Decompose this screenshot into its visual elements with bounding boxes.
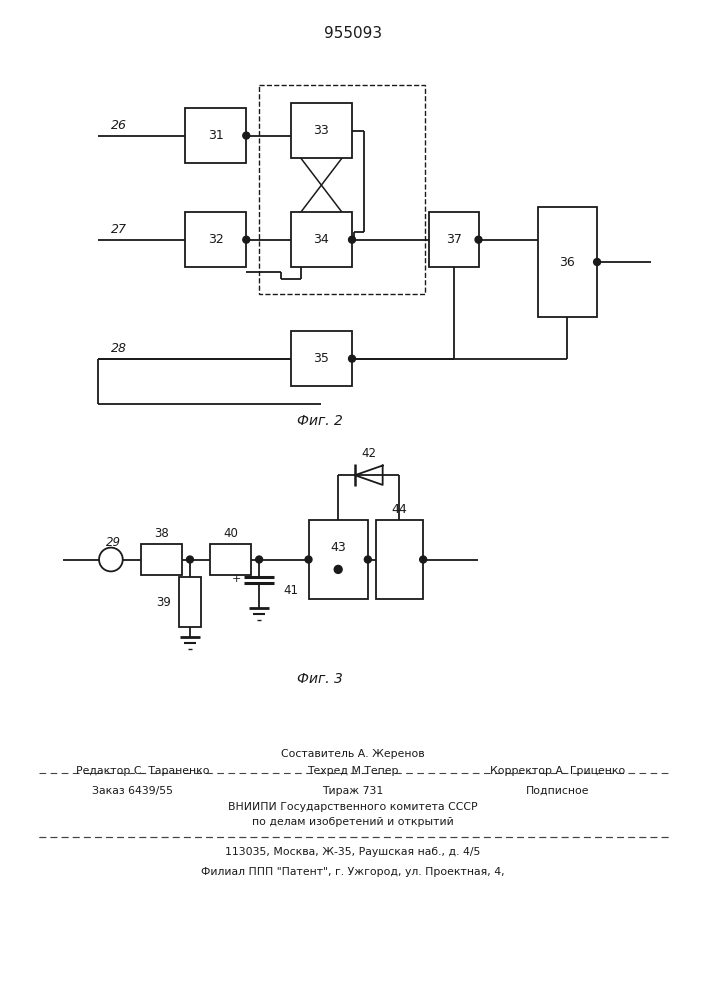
Bar [291,331,352,386]
Text: 33: 33 [313,124,329,137]
Text: 36: 36 [559,255,575,268]
Circle shape [243,132,250,139]
Text: 955093: 955093 [324,26,382,41]
Bar [375,520,423,599]
Text: Фиг. 2: Фиг. 2 [298,414,344,428]
Bar [259,85,425,294]
Text: 39: 39 [156,596,171,609]
Text: 29: 29 [106,536,121,549]
Bar [141,544,182,575]
Bar [429,212,479,267]
Bar [210,544,251,575]
Text: Филиал ППП "Патент", г. Ужгород, ул. Проектная, 4,: Филиал ППП "Патент", г. Ужгород, ул. Про… [201,867,505,877]
Text: по делам изобретений и открытий: по делам изобретений и открытий [252,817,454,827]
Circle shape [364,556,371,563]
Bar [308,520,368,599]
Text: 40: 40 [223,527,238,540]
Circle shape [475,236,482,243]
Text: Редактор С. Тараненко: Редактор С. Тараненко [76,766,209,776]
Text: Тираж 731: Тираж 731 [322,786,384,796]
Circle shape [334,565,342,573]
Text: 44: 44 [392,503,407,516]
Circle shape [594,259,600,265]
Text: 34: 34 [313,233,329,246]
Bar [185,212,246,267]
Text: 35: 35 [313,352,329,365]
Bar [291,103,352,158]
Text: 38: 38 [154,527,169,540]
Circle shape [349,355,356,362]
Bar [185,108,246,163]
Text: Техред М.Тепер: Техред М.Тепер [308,766,399,776]
Circle shape [420,556,426,563]
Text: 31: 31 [208,129,223,142]
Text: Заказ 6439/55: Заказ 6439/55 [92,786,173,796]
Text: Составитель А. Жеренов: Составитель А. Жеренов [281,749,425,759]
Circle shape [243,236,250,243]
Text: 28: 28 [111,342,127,355]
Circle shape [305,556,312,563]
Text: 43: 43 [330,541,346,554]
Text: 42: 42 [361,447,376,460]
Bar [179,577,201,627]
Text: 37: 37 [446,233,462,246]
Text: 27: 27 [111,223,127,236]
Text: 41: 41 [284,584,299,597]
Circle shape [99,548,123,571]
Circle shape [349,236,356,243]
Text: Подписное: Подписное [526,786,590,796]
Text: Фиг. 3: Фиг. 3 [298,672,344,686]
Text: 32: 32 [208,233,223,246]
Text: 113035, Москва, Ж-35, Раушская наб., д. 4/5: 113035, Москва, Ж-35, Раушская наб., д. … [226,847,481,857]
Text: +: + [232,574,241,584]
Circle shape [187,556,194,563]
Text: ВНИИПИ Государственного комитета СССР: ВНИИПИ Государственного комитета СССР [228,802,478,812]
Circle shape [256,556,262,563]
Text: Корректор А. Гриценко: Корректор А. Гриценко [490,766,625,776]
Bar [538,207,597,317]
Text: 26: 26 [111,119,127,132]
Bar [291,212,352,267]
